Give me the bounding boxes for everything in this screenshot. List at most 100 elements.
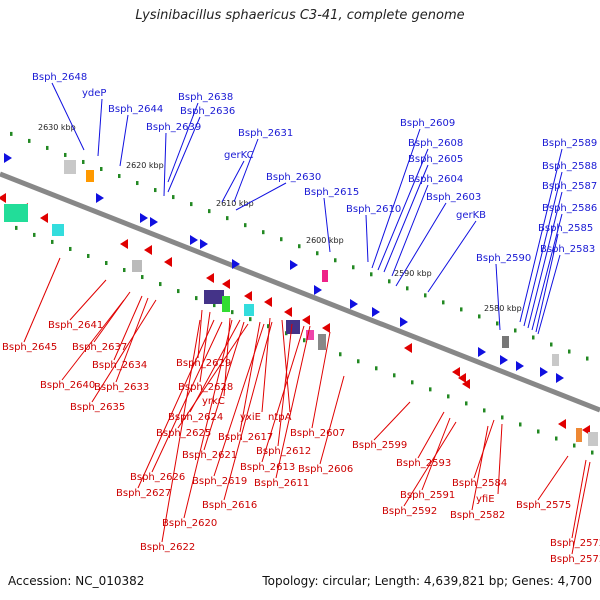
tick-dot bbox=[501, 415, 504, 420]
tick-dot bbox=[267, 324, 270, 329]
top-gene-arrow bbox=[232, 259, 240, 269]
gene-label-top: Bsph_2609 bbox=[400, 118, 455, 129]
gene-label-top: Bsph_2630 bbox=[266, 172, 321, 183]
bottom-gene-arrow bbox=[206, 273, 214, 283]
tick-dot bbox=[591, 450, 594, 455]
label-leader bbox=[93, 291, 131, 343]
kbp-tick-label: 2620 kbp bbox=[126, 161, 164, 170]
gene-label-top: Bsph_2639 bbox=[146, 122, 201, 133]
label-leader bbox=[323, 197, 331, 253]
label-leader bbox=[527, 191, 563, 329]
tick-dot bbox=[442, 300, 445, 305]
label-leader bbox=[497, 423, 503, 495]
gene-label-bottom: Bsph_2633 bbox=[94, 382, 149, 393]
gene-box bbox=[132, 260, 142, 272]
label-leader bbox=[537, 254, 561, 335]
label-leader bbox=[223, 321, 273, 501]
tick-dot bbox=[136, 181, 139, 186]
tick-dot bbox=[177, 289, 180, 294]
gene-label-top: Bsph_2648 bbox=[32, 72, 87, 83]
gene-label-top: Bsph_2608 bbox=[408, 138, 463, 149]
bottom-gene-arrow bbox=[458, 373, 466, 383]
tick-dot bbox=[298, 244, 301, 249]
label-leader bbox=[69, 279, 107, 321]
label-leader bbox=[239, 321, 261, 433]
label-leader bbox=[277, 323, 293, 447]
label-leader bbox=[371, 128, 421, 269]
gene-label-bottom: Bsph_2582 bbox=[450, 510, 505, 521]
gene-label-bottom: yrkC bbox=[202, 396, 225, 407]
tick-dot bbox=[447, 394, 450, 399]
label-leader bbox=[281, 319, 291, 413]
tick-dot bbox=[406, 286, 409, 291]
tick-dot bbox=[69, 246, 72, 251]
gene-label-top: Bsph_2590 bbox=[476, 253, 531, 264]
kbp-tick-label: 2590 kbp bbox=[394, 269, 432, 278]
label-leader bbox=[571, 461, 591, 555]
top-gene-arrow bbox=[500, 355, 508, 365]
gene-label-bottom: Bsph_2607 bbox=[290, 428, 345, 439]
label-leader bbox=[163, 132, 167, 197]
gene-label-top: gerKB bbox=[456, 210, 486, 221]
tick-dot bbox=[393, 373, 396, 378]
tick-dot bbox=[519, 422, 522, 427]
tick-dot bbox=[537, 429, 540, 434]
tick-dot bbox=[141, 275, 144, 280]
gene-label-top: gerKC bbox=[224, 150, 254, 161]
bottom-gene-arrow bbox=[322, 323, 330, 333]
top-gene-arrow bbox=[190, 235, 198, 245]
bottom-gene-arrow bbox=[462, 379, 470, 389]
bottom-gene-arrow bbox=[284, 307, 292, 317]
tick-dot bbox=[316, 251, 319, 256]
gene-label-top: Bsph_2638 bbox=[178, 92, 233, 103]
label-leader bbox=[115, 297, 149, 383]
bottom-gene-arrow bbox=[302, 315, 310, 325]
gene-label-top: Bsph_2610 bbox=[346, 204, 401, 215]
label-leader bbox=[183, 319, 233, 519]
tick-dot bbox=[226, 216, 229, 221]
gene-box bbox=[244, 304, 254, 316]
tick-dot bbox=[555, 436, 558, 441]
tick-dot bbox=[123, 268, 126, 273]
label-leader bbox=[235, 182, 287, 211]
label-leader bbox=[535, 233, 559, 333]
gene-label-top: Bsph_2583 bbox=[540, 244, 595, 255]
bottom-gene-arrow bbox=[222, 279, 230, 289]
top-label-leaders bbox=[51, 82, 563, 335]
gene-label-bottom: Bsph_2641 bbox=[48, 320, 103, 331]
tick-dot bbox=[465, 401, 468, 406]
tick-dot bbox=[478, 314, 481, 319]
kbp-tick-label: 2600 kbp bbox=[306, 236, 344, 245]
label-leader bbox=[383, 164, 429, 273]
gene-label-bottom: ntpA bbox=[268, 412, 292, 423]
gene-box bbox=[588, 432, 598, 446]
tick-dot bbox=[213, 303, 216, 308]
tick-dot bbox=[424, 293, 427, 298]
tick-dot bbox=[15, 225, 18, 230]
bottom-gene-arrow bbox=[144, 245, 152, 255]
label-leader bbox=[519, 148, 563, 323]
tick-dot bbox=[208, 209, 211, 214]
tick-dot bbox=[388, 279, 391, 284]
bottom-gene-arrow bbox=[404, 343, 412, 353]
top-gene-arrow bbox=[150, 217, 158, 227]
gene-label-top: Bsph_2589 bbox=[542, 138, 597, 149]
gene-label-top: Bsph_2587 bbox=[542, 181, 597, 192]
gene-box bbox=[318, 334, 326, 350]
tick-dot bbox=[573, 443, 576, 448]
gene-label-top: Bsph_2605 bbox=[408, 154, 463, 165]
label-leader bbox=[197, 309, 203, 359]
label-leader bbox=[233, 138, 259, 203]
tick-dot bbox=[496, 321, 499, 326]
gene-label-bottom: Bsph_2626 bbox=[130, 472, 185, 483]
gene-box bbox=[502, 336, 509, 348]
tick-dot bbox=[375, 366, 378, 371]
gene-label-bottom: Bsph_2645 bbox=[2, 342, 57, 353]
gene-label-bottom: Bsph_2606 bbox=[298, 464, 353, 475]
gene-label-top: Bsph_2615 bbox=[304, 187, 359, 198]
label-leader bbox=[391, 184, 429, 277]
label-leader bbox=[571, 459, 587, 539]
gene-label-bottom: Bsph_2629 bbox=[176, 358, 231, 369]
